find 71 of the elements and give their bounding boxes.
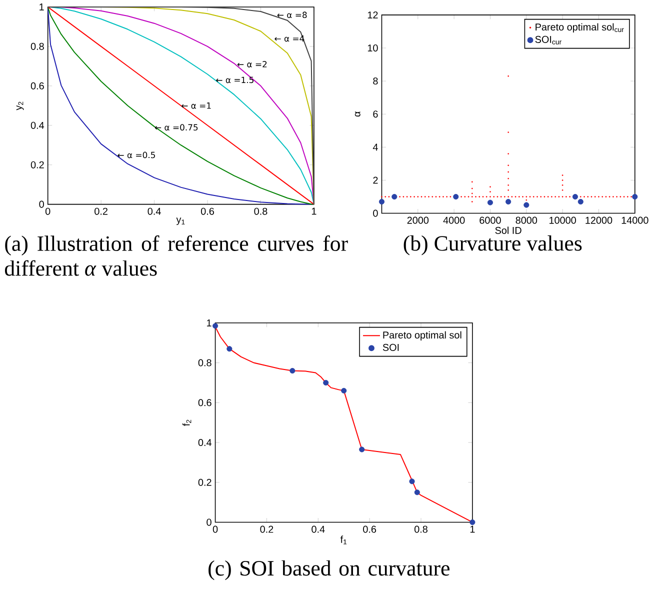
annotation: ← α =8 [277,12,307,18]
y-axis-title: α [354,112,360,117]
point [524,202,530,208]
y-tick-label: 0 [206,518,212,526]
y-tick-label: 0.4 [198,439,212,446]
x-tick-label: 14000 [622,216,648,224]
point [632,194,638,200]
point [453,194,459,200]
x-tick-label: 0.2 [260,526,274,533]
y-tick-label: 0.6 [30,82,44,90]
x-axis-title: Sol ID [495,226,522,234]
y-tick-label: 0.4 [30,122,44,129]
x-tick-label: 1 [312,208,316,215]
y-tick-label: 12 [368,11,378,18]
y-tick-label: 0.2 [30,161,44,168]
y-tick-label: 2 [373,176,378,184]
y-tick-label: 6 [373,110,378,118]
text: (a) Illustration of reference curves for different α values [4,235,348,276]
point [323,380,329,386]
point [378,198,385,204]
legend-label: Pareto optimal sol [383,331,462,341]
x-tick-label: 0.4 [148,208,161,215]
point [414,490,420,496]
x-tick-label: 0 [45,208,50,215]
annotation: ← α =0.5 [118,152,155,158]
x-tick-label: 10000 [550,216,576,224]
point [359,446,365,452]
x-tick-label: 0 [212,526,218,533]
y-tick-label: 0.8 [30,42,44,50]
x-tick-label: 4000 [443,216,465,224]
point [212,323,218,329]
text: (c) SOI based on curvature [208,560,450,580]
y-tick-label: 0.8 [198,359,212,366]
point [226,346,232,352]
y-tick-label: 0.6 [198,399,212,406]
point [409,478,415,484]
x-axis-title: y$_{1}$ [176,218,185,225]
legend-label: SOI$_{cur}$ [535,36,562,44]
x-tick-label: 0.4 [312,526,325,533]
point [341,388,347,394]
y-tick-label: 0.2 [198,478,212,486]
legend-label: Pareto optimal sol$_{cur}$ [536,23,624,33]
point [506,198,512,204]
point [578,198,584,204]
y-tick-label: 1 [40,4,44,10]
legend-label: SOI [382,344,399,351]
y-tick-label: 4 [372,144,378,151]
point [470,519,476,526]
x-tick-label: 12000 [586,216,612,224]
annotation: ← α =1 [182,102,211,109]
y-axis-title: y$_{2}$ [16,102,24,110]
x-tick-label: 2000 [407,216,429,224]
annotation: ← α =2 [237,61,267,68]
y-tick-label: 1 [207,319,212,326]
y-tick-label: 0 [39,200,44,208]
x-tick-label: 0.8 [414,526,428,533]
x-tick-label: 8000 [516,216,538,224]
x-tick-label: 6000 [480,216,501,224]
y-tick-label: 8 [373,78,378,85]
annotation: ← α =1.5 [216,76,254,84]
y-tick-label: 10 [368,44,378,52]
point [290,368,296,374]
x-tick-label: 0.2 [94,208,108,215]
y-axis-title: f$_{2}$ [182,420,192,426]
point [392,194,398,200]
x-axis-title: f$_{1}$ [340,536,347,544]
point [572,194,578,200]
x-tick-label: 1 [470,526,475,533]
text: (b) Curvature values [404,235,582,256]
x-tick-label: 0.8 [254,208,268,215]
point [487,200,494,206]
